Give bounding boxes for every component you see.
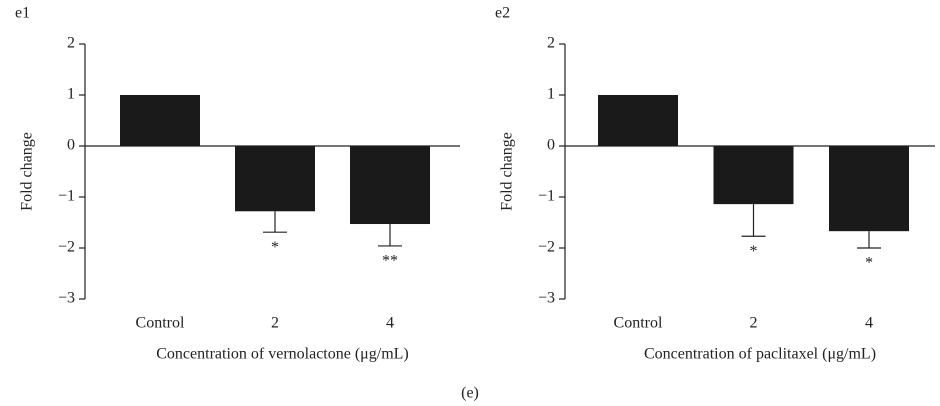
panel-label: e1	[15, 5, 30, 22]
x-tick-label: 2	[750, 315, 758, 332]
y-tick-label: 2	[67, 35, 75, 52]
y-tick-label: −2	[538, 239, 555, 256]
y-tick-label: −3	[58, 290, 75, 307]
significance: **	[382, 253, 398, 270]
x-axis-label: Concentration of paclitaxel (μg/mL)	[644, 346, 876, 363]
y-tick-label: −2	[58, 239, 75, 256]
y-tick-label: 0	[547, 137, 555, 154]
bar	[598, 95, 678, 146]
x-axis-label: Concentration of vernolactone (μg/mL)	[156, 346, 409, 363]
y-tick-label: −3	[538, 290, 555, 307]
x-tick-label: Control	[136, 315, 185, 332]
x-tick-label: 4	[865, 315, 873, 332]
bar	[120, 95, 200, 146]
y-tick-label: −1	[538, 188, 555, 205]
y-tick-label: 2	[547, 35, 555, 52]
bar	[350, 146, 430, 225]
bar	[829, 146, 909, 232]
significance: *	[865, 255, 873, 272]
bar	[235, 146, 315, 212]
y-tick-label: 1	[67, 86, 75, 103]
bar	[713, 146, 794, 205]
y-axis-label: Fold change	[19, 132, 36, 211]
y-tick-label: −1	[58, 188, 75, 205]
y-tick-label: 1	[547, 86, 555, 103]
x-tick-label: 4	[386, 315, 394, 332]
x-tick-label: Control	[614, 315, 663, 332]
significance: *	[750, 243, 758, 260]
caption: (e)	[461, 385, 479, 402]
significance: *	[271, 239, 279, 256]
panel-label: e2	[495, 5, 510, 22]
y-axis-label: Fold change	[499, 132, 516, 211]
x-tick-label: 2	[271, 315, 279, 332]
y-tick-label: 0	[67, 137, 75, 154]
